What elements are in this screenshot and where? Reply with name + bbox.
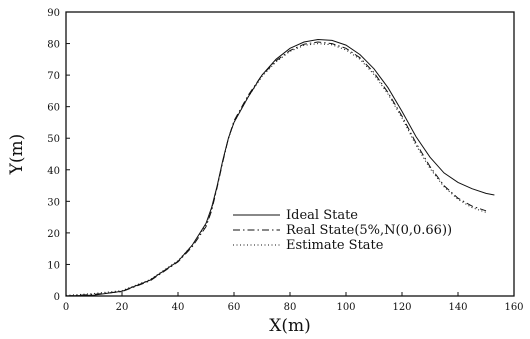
x-tick-label: 100 (336, 302, 355, 313)
y-tick-label: 0 (54, 292, 60, 303)
x-tick-label: 120 (392, 302, 411, 313)
series-line-2 (65, 43, 487, 296)
series-line-1 (65, 41, 487, 297)
x-tick-label: 80 (284, 302, 297, 313)
y-tick-label: 70 (47, 71, 60, 82)
y-tick-label: 20 (47, 229, 60, 240)
legend-text-real: Real State(5%,N(0,0.66)) (286, 223, 452, 238)
plot-frame (65, 11, 515, 297)
axis-ticks: 0 20 40 60 80 100 120 140 160 0 10 20 30 40 50 60 70 80 90 (47, 8, 523, 313)
y-axis-label: Y(m) (7, 134, 27, 176)
series-lines (65, 38, 495, 297)
x-tick-label: 40 (172, 302, 185, 313)
x-tick-label: 140 (448, 302, 467, 313)
y-tick-label: 90 (47, 8, 60, 19)
x-tick-label: 160 (504, 302, 523, 313)
legend: Ideal State Real State(5%,N(0,0.66)) Est… (233, 208, 452, 253)
x-tick-label: 60 (228, 302, 241, 313)
x-tick-label: 20 (116, 302, 129, 313)
series-line-0 (65, 38, 495, 297)
y-tick-label: 40 (47, 166, 60, 177)
legend-text-ideal: Ideal State (286, 208, 358, 223)
y-tick-label: 80 (47, 40, 60, 51)
y-tick-label: 10 (47, 260, 60, 271)
y-tick-label: 60 (47, 103, 60, 114)
x-tick-label: 0 (63, 302, 69, 313)
y-tick-label: 50 (47, 134, 60, 145)
y-tick-label: 30 (47, 197, 60, 208)
x-axis-label: X(m) (269, 316, 311, 336)
legend-text-estimate: Estimate State (286, 238, 384, 253)
